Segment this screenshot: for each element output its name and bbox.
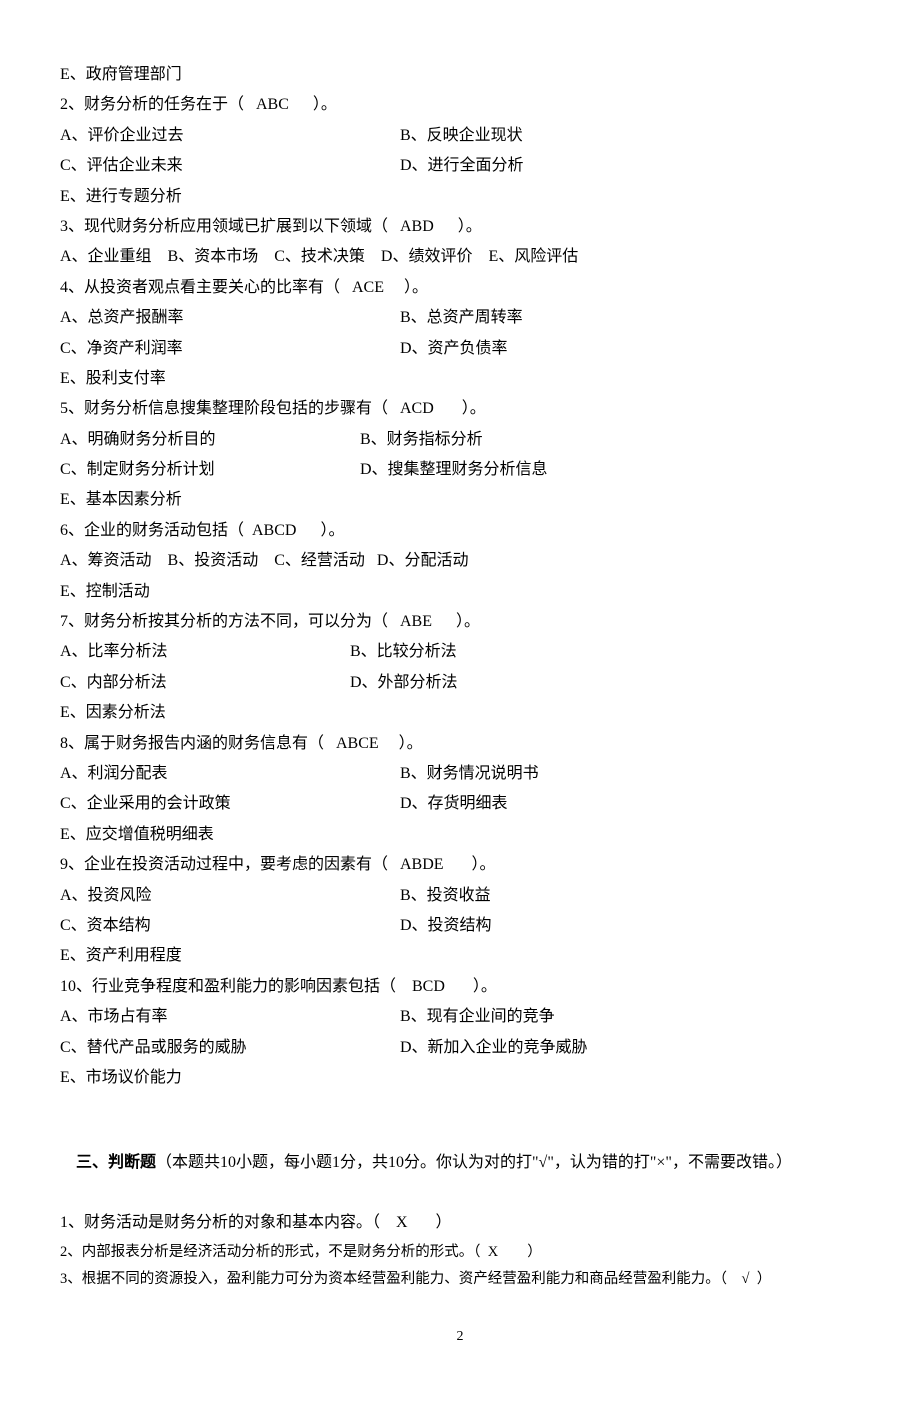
option-text: A、比率分析法 — [60, 637, 350, 667]
option-text: A、市场占有率 — [60, 1002, 400, 1032]
question-stem: 10、行业竞争程度和盈利能力的影响因素包括（ BCD ）。 — [60, 972, 860, 1002]
option-text: B、投资收益 — [400, 881, 860, 911]
option-text: C、净资产利润率 — [60, 334, 400, 364]
option-text: E、控制活动 — [60, 577, 860, 607]
section-description: （本题共10小题，每小题1分，共10分。你认为对的打"√"，认为错的打"×"，不… — [156, 1154, 792, 1171]
judgment-item: 3、根据不同的资源投入，盈利能力可分为资本经营盈利能力、资产经营盈利能力和商品经… — [60, 1266, 860, 1294]
option-text: D、进行全面分析 — [400, 151, 860, 181]
option-text: C、制定财务分析计划 — [60, 455, 360, 485]
judgment-item: 1、财务活动是财务分析的对象和基本内容。（ X ） — [60, 1208, 860, 1238]
option-text: C、企业采用的会计政策 — [60, 789, 400, 819]
option-text: A、评价企业过去 — [60, 121, 400, 151]
judgment-item: 2、内部报表分析是经济活动分析的形式，不是财务分析的形式。（ X ） — [60, 1239, 860, 1267]
option-text: B、反映企业现状 — [400, 121, 860, 151]
section-header: 三、判断题（本题共10小题，每小题1分，共10分。你认为对的打"√"，认为错的打… — [60, 1117, 860, 1208]
option-text: A、总资产报酬率 — [60, 303, 400, 333]
option-text: E、应交增值税明细表 — [60, 820, 860, 850]
option-text: B、总资产周转率 — [400, 303, 860, 333]
option-text: D、存货明细表 — [400, 789, 860, 819]
option-text: C、资本结构 — [60, 911, 400, 941]
question-stem: 7、财务分析按其分析的方法不同，可以分为（ ABE ）。 — [60, 607, 860, 637]
option-text: E、市场议价能力 — [60, 1063, 860, 1093]
option-text: E、股利支付率 — [60, 364, 860, 394]
option-text: E、政府管理部门 — [60, 60, 860, 90]
option-text: D、外部分析法 — [350, 668, 860, 698]
question-stem: 9、企业在投资活动过程中，要考虑的因素有（ ABDE ）。 — [60, 850, 860, 880]
option-text: E、基本因素分析 — [60, 485, 860, 515]
option-text: D、新加入企业的竞争威胁 — [400, 1033, 860, 1063]
option-text: A、利润分配表 — [60, 759, 400, 789]
question-stem: 6、企业的财务活动包括（ ABCD ）。 — [60, 516, 860, 546]
option-text: B、现有企业间的竞争 — [400, 1002, 860, 1032]
option-text: B、财务情况说明书 — [400, 759, 860, 789]
question-stem: 8、属于财务报告内涵的财务信息有（ ABCE ）。 — [60, 729, 860, 759]
option-text: C、内部分析法 — [60, 668, 350, 698]
option-text: B、比较分析法 — [350, 637, 860, 667]
option-text: E、因素分析法 — [60, 698, 860, 728]
page-number: 2 — [60, 1324, 860, 1351]
option-text: A、明确财务分析目的 — [60, 425, 360, 455]
question-stem: 2、财务分析的任务在于（ ABC ）。 — [60, 90, 860, 120]
option-text: E、资产利用程度 — [60, 941, 860, 971]
question-stem: 3、现代财务分析应用领域已扩展到以下领域（ ABD ）。 — [60, 212, 860, 242]
option-text: C、评估企业未来 — [60, 151, 400, 181]
question-stem: 5、财务分析信息搜集整理阶段包括的步骤有（ ACD ）。 — [60, 394, 860, 424]
section-title: 三、判断题 — [76, 1154, 156, 1171]
option-text: D、资产负债率 — [400, 334, 860, 364]
option-text: C、替代产品或服务的威胁 — [60, 1033, 400, 1063]
option-text: A、企业重组 B、资本市场 C、技术决策 D、绩效评价 E、风险评估 — [60, 242, 860, 272]
option-text: E、进行专题分析 — [60, 182, 860, 212]
option-text: A、投资风险 — [60, 881, 400, 911]
option-text: A、筹资活动 B、投资活动 C、经营活动 D、分配活动 — [60, 546, 860, 576]
option-text: D、搜集整理财务分析信息 — [360, 455, 860, 485]
option-text: D、投资结构 — [400, 911, 860, 941]
option-text: B、财务指标分析 — [360, 425, 860, 455]
question-stem: 4、从投资者观点看主要关心的比率有（ ACE ）。 — [60, 273, 860, 303]
